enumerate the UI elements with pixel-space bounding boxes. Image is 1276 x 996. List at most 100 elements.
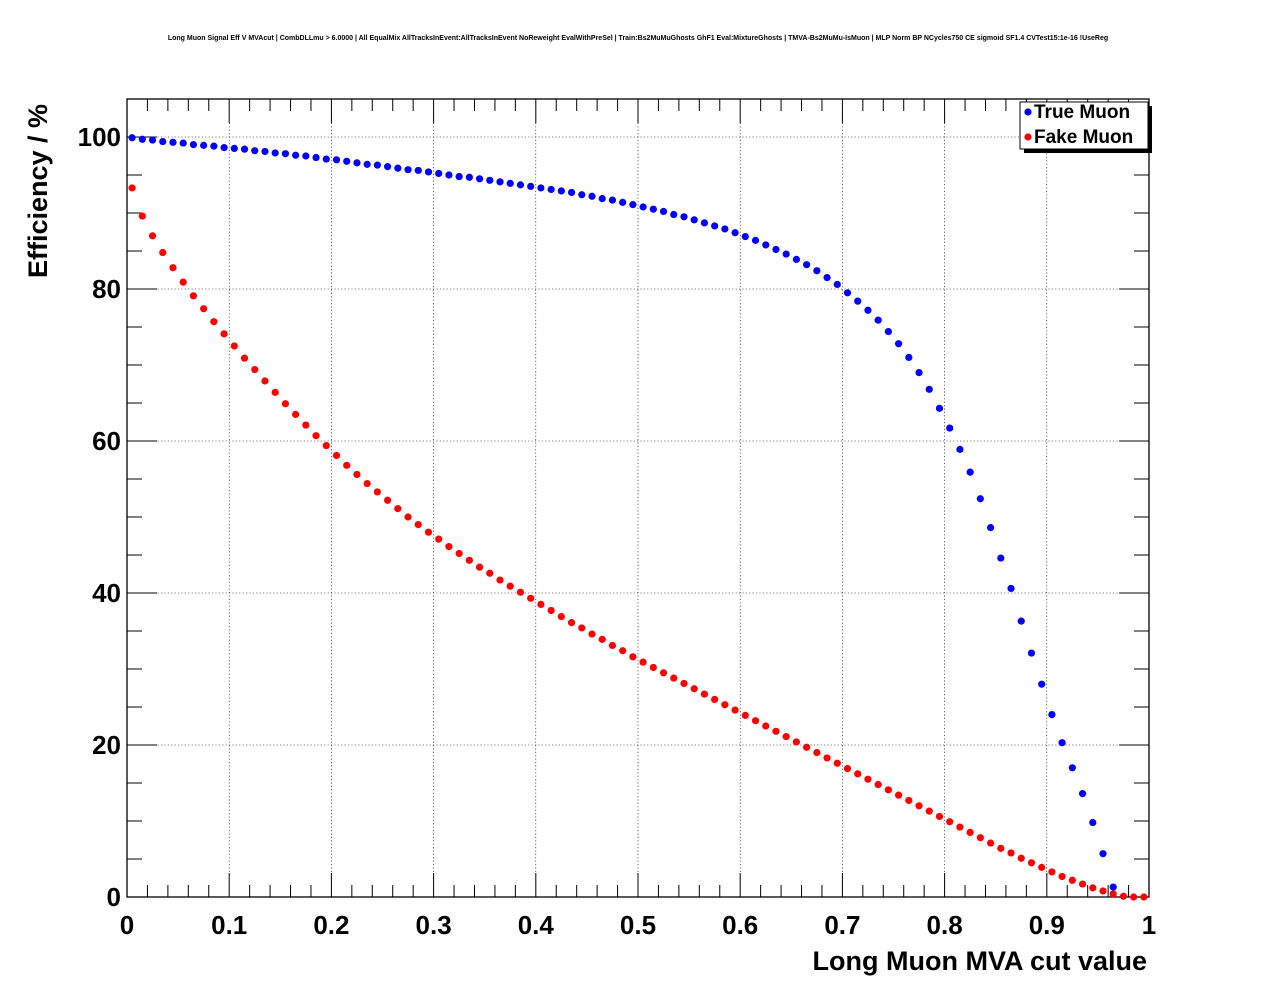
true-muon-point [762, 241, 770, 249]
true-muon-point [925, 385, 933, 393]
true-muon-point [343, 157, 351, 165]
fake-muon-point [343, 461, 351, 469]
x-tick-label: 0.9 [1029, 910, 1065, 940]
true-muon-point [1058, 739, 1066, 747]
legend-label-true-muon: True Muon [1034, 102, 1130, 123]
true-muon-point [527, 182, 535, 190]
true-muon-point [1017, 617, 1025, 625]
fake-muon-point [874, 780, 882, 789]
fake-muon-point [966, 828, 974, 837]
true-muon-point [486, 176, 494, 184]
true-muon-point [292, 151, 300, 159]
fake-muon-point [271, 388, 279, 396]
fake-muon-point [373, 488, 381, 496]
x-tick-label: 1 [1142, 910, 1156, 940]
true-muon-point [220, 144, 228, 152]
fake-muon-point [465, 556, 473, 564]
true-muon-point [629, 201, 637, 209]
fake-muon-point [1048, 868, 1056, 876]
fake-muon-point [884, 786, 892, 794]
y-tick-label: 0 [107, 882, 121, 912]
true-muon-point [772, 245, 780, 254]
fake-muon-point [629, 653, 637, 661]
fake-muon-point [976, 834, 984, 842]
true-muon-point [986, 524, 995, 532]
fake-muon-point [762, 722, 770, 730]
true-muon-point [210, 142, 218, 150]
fake-muon-point [792, 738, 801, 746]
fake-muon-point [1140, 893, 1148, 901]
fake-muon-point [230, 342, 238, 350]
x-tick-label: 0 [120, 910, 134, 940]
true-muon-point [1099, 850, 1107, 858]
fake-muon-point [302, 421, 310, 429]
true-muon-point [230, 144, 238, 152]
true-muon-point [741, 232, 749, 241]
fake-muon-point [588, 630, 596, 638]
fake-muon-point [496, 576, 504, 584]
true-muon-point [159, 137, 167, 146]
fake-muon-point [312, 432, 320, 440]
true-muon-point [1078, 790, 1087, 798]
fake-muon-point [772, 727, 780, 735]
fake-muon-point [128, 184, 136, 192]
true-muon-point [731, 229, 739, 237]
fake-muon-point [547, 606, 555, 615]
fake-muon-point [895, 791, 903, 799]
true-muon-point [598, 194, 606, 203]
true-muon-point [884, 327, 892, 336]
true-muon-point [1048, 711, 1056, 719]
true-muon-point [537, 184, 545, 192]
fake-muon-point [670, 674, 678, 682]
fake-muon-point [404, 513, 412, 521]
true-muon-point [138, 135, 146, 143]
fake-muon-point [475, 563, 484, 571]
fake-muon-point [700, 690, 709, 698]
fake-muon-point [649, 663, 657, 672]
fake-muon-point [935, 812, 944, 821]
fake-muon-point [711, 695, 719, 704]
fake-muon-point [445, 543, 453, 551]
true-muon-point [721, 225, 729, 233]
true-muon-point [557, 187, 565, 195]
true-muon-point [843, 289, 852, 297]
fake-muon-point [384, 496, 392, 504]
true-muon-point [649, 205, 657, 213]
true-muon-point [670, 210, 678, 219]
true-muon-point [588, 192, 596, 200]
fake-muon-point [159, 248, 167, 257]
fake-muon-point [578, 624, 586, 632]
x-tick-label: 0.2 [313, 910, 349, 940]
true-muon-point [905, 353, 913, 361]
true-muon-point [976, 495, 984, 503]
fake-muon-point [455, 549, 463, 558]
y-tick-label: 20 [92, 730, 121, 760]
fake-muon-point [1058, 872, 1066, 881]
x-axis-title: Long Muon MVA cut value [813, 946, 1147, 976]
fake-muon-point [1099, 887, 1107, 895]
fake-muon-point [1130, 893, 1138, 901]
fake-muon-point [486, 569, 494, 577]
grid-lines [127, 99, 1149, 897]
true-muon-point [1109, 883, 1117, 891]
fake-muon-point [659, 669, 668, 677]
y-axis-title: Efficiency / % [23, 104, 53, 278]
true-muon-point [1038, 680, 1046, 688]
true-muon-point [567, 188, 576, 197]
true-muon-point [782, 250, 790, 258]
true-muon-point [1007, 584, 1015, 593]
fake-muon-point [148, 232, 157, 240]
fake-muon-point [782, 733, 790, 741]
fake-muon-point [997, 844, 1005, 852]
x-tick-label: 0.4 [518, 910, 555, 940]
true-muon-point [200, 141, 208, 149]
y-tick-label: 40 [92, 578, 121, 608]
fake-muon-point [1038, 863, 1046, 871]
true-muon-point [1027, 649, 1036, 657]
true-muon-point [751, 236, 760, 244]
fake-muon-point [332, 451, 341, 460]
fake-muon-point [619, 647, 627, 655]
legend-box [1019, 101, 1149, 150]
true-muon-point [251, 147, 259, 155]
fake-muon-point [516, 588, 525, 596]
